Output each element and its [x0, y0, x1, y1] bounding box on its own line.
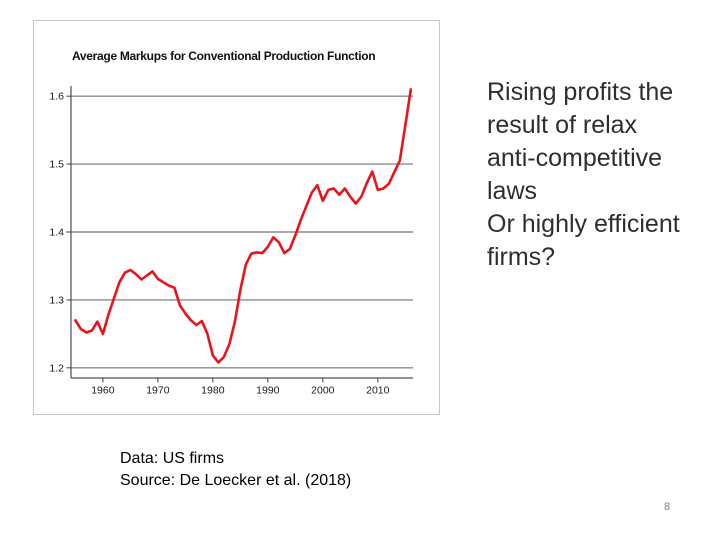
y-tick-label-1.2: 1.2 [49, 362, 64, 374]
commentary-line: Or highly efficient [487, 210, 680, 238]
markup-series-line [74, 88, 413, 364]
markup-line-chart: 1.2 1.3 1.4 1.5 1.6 1960 1970 1980 1990 2000 2010 [49, 86, 413, 397]
x-tick-label-1970: 1970 [146, 385, 170, 397]
x-tick-label-2000: 2000 [311, 385, 335, 397]
x-tick-label-1960: 1960 [91, 385, 115, 397]
y-tick-label-1.3: 1.3 [49, 294, 64, 306]
y-tick-label-1.4: 1.4 [49, 227, 64, 239]
commentary-text: Rising profits the result of relax anti-… [487, 76, 717, 274]
commentary-line: Rising profits the [487, 78, 674, 106]
markup-chart-panel: 1.2 1.3 1.4 1.5 1.6 1960 1970 1980 1990 2000 2010 … [33, 20, 440, 415]
commentary-line: laws [487, 177, 538, 205]
chart-title: Average Markups for Conventional Product… [72, 49, 376, 63]
page-number: 8 [663, 501, 671, 513]
y-tick-label-1.6: 1.6 [49, 91, 64, 103]
chart-caption: Data: US firms Source: De Loecker et al.… [120, 448, 351, 492]
y-tick-label-1.5: 1.5 [49, 159, 64, 171]
x-tick-label-2010: 2010 [366, 385, 390, 397]
source-caption-line: Source: De Loecker et al. (2018) [120, 472, 352, 489]
commentary-line: firms? [487, 243, 556, 271]
commentary-line: result of relax [487, 111, 638, 139]
data-caption-line: Data: US firms [120, 450, 225, 467]
commentary-line: anti-competitive [487, 144, 663, 172]
x-tick-label-1980: 1980 [201, 385, 225, 397]
x-tick-label-1990: 1990 [256, 385, 280, 397]
